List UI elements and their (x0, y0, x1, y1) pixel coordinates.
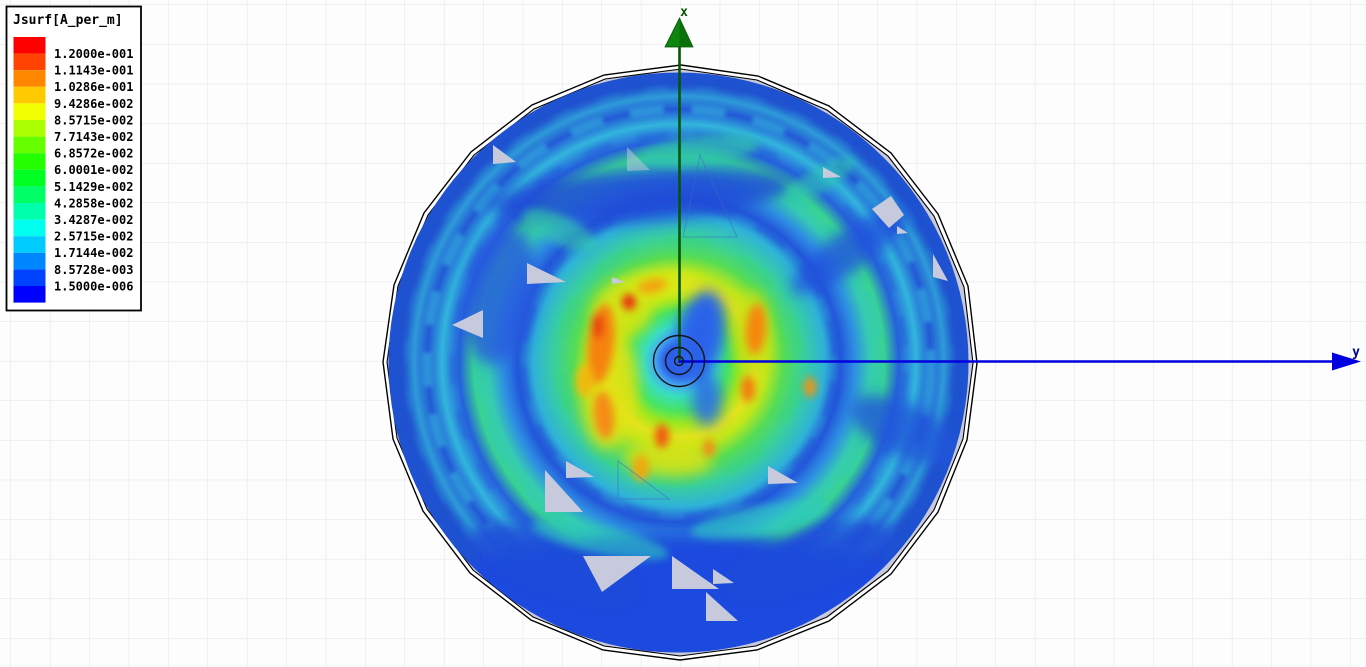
legend-title: Jsurf[A_per_m] (13, 13, 123, 28)
legend-value: 6.0001e-002 (54, 163, 133, 177)
legend[interactable]: Jsurf[A_per_m] 1.2000e-001 1.1143e-001 1… (5, 5, 142, 312)
teal-field-dabs (523, 134, 856, 560)
hot-spot-blobs (576, 278, 816, 481)
legend-band (13, 120, 46, 137)
legend-band (13, 103, 46, 120)
coordinate-axes: x y (652, 5, 1361, 388)
legend-band (13, 37, 46, 54)
legend-value: 5.1429e-002 (54, 180, 133, 194)
legend-value: 9.4286e-002 (54, 97, 133, 111)
y-axis-label: y (1352, 345, 1360, 360)
origin-marker (652, 334, 706, 388)
legend-value: 1.2000e-001 (54, 47, 133, 61)
blue-field-patches (395, 168, 965, 653)
legend-band (13, 252, 46, 270)
legend-value: 8.5715e-002 (54, 113, 133, 127)
legend-value: 7.7143e-002 (54, 130, 133, 144)
x-axis-label: x (680, 5, 688, 20)
legend-band (13, 70, 46, 87)
x-axis-arrowhead-shade (679, 18, 693, 47)
legend-band (13, 286, 46, 303)
legend-band (13, 269, 46, 286)
mesh-edge-triangles (617, 153, 738, 500)
y-axis-arrowhead (1332, 352, 1361, 371)
legend-band (13, 236, 46, 253)
legend-band (13, 186, 46, 203)
legend-scale-values: 1.2000e-001 1.1143e-001 1.0286e-001 9.42… (54, 47, 133, 293)
legend-value: 1.1143e-001 (54, 64, 133, 78)
legend-band (13, 219, 46, 237)
legend-band (13, 136, 46, 154)
x-axis: x (664, 5, 694, 363)
legend-color-bar (13, 37, 46, 303)
legend-band (13, 153, 46, 170)
legend-value: 3.4287e-002 (54, 213, 133, 227)
legend-value: 4.2858e-002 (54, 196, 133, 210)
legend-value: 1.5000e-006 (54, 279, 133, 293)
legend-value: 6.8572e-002 (54, 147, 133, 161)
legend-band (13, 169, 46, 187)
legend-value: 1.0286e-001 (54, 80, 133, 94)
y-axis: y (679, 345, 1361, 371)
unplotted-mesh-triangles (452, 145, 948, 621)
legend-band (13, 86, 46, 104)
legend-value: 8.5728e-003 (54, 263, 133, 277)
legend-value: 1.7144e-002 (54, 246, 133, 260)
legend-band (13, 53, 46, 71)
legend-value: 2.5715e-002 (54, 230, 133, 244)
legend-band (13, 203, 46, 220)
